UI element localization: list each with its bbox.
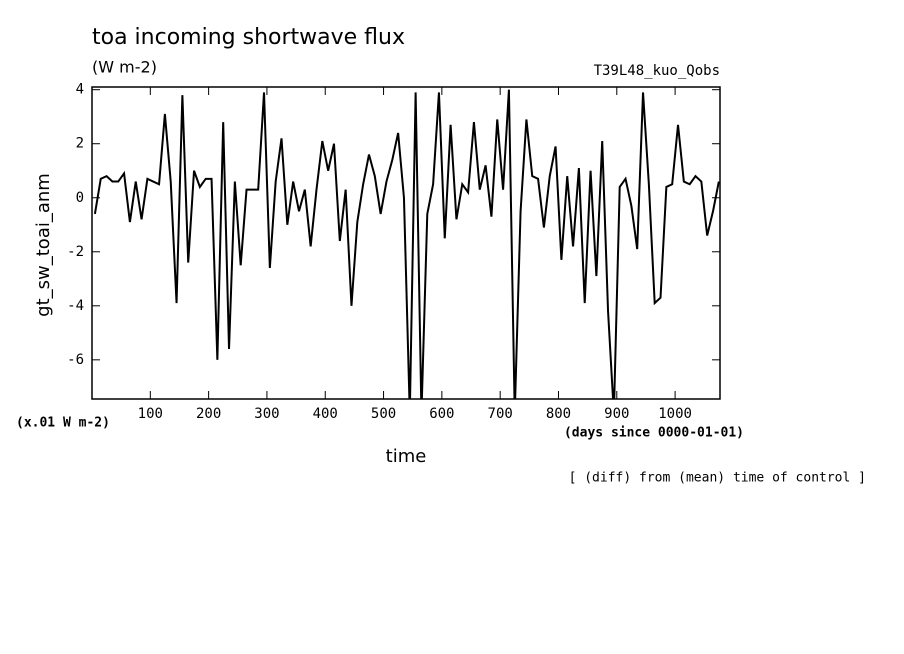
- y-tick-label: 0: [76, 190, 84, 206]
- note: [ (diff) from (mean) time of control ]: [569, 471, 866, 486]
- y-tick-label: -6: [67, 352, 84, 368]
- y-unit: (x.01 W m-2): [16, 416, 110, 431]
- x-tick-label: 600: [429, 406, 454, 422]
- x-tick-label: 900: [604, 406, 629, 422]
- x-tick-label: 700: [488, 406, 513, 422]
- x-tick-label: 200: [196, 406, 221, 422]
- x-tick-label: 500: [371, 406, 396, 422]
- y-tick-label: -2: [67, 244, 84, 260]
- y-axis-label: gt_sw_toai_anm: [33, 173, 54, 317]
- x-axis-label: time: [386, 446, 427, 467]
- x-tick-label: 100: [138, 406, 163, 422]
- run-label: T39L48_kuo_Qobs: [594, 63, 720, 79]
- chart-title: toa incoming shortwave flux: [92, 25, 405, 50]
- x-tick-label: 300: [254, 406, 279, 422]
- x-tick-label: 800: [546, 406, 571, 422]
- x-tick-label: 1000: [658, 406, 692, 422]
- y-tick-label: 2: [76, 136, 84, 152]
- x-tick-label: 400: [313, 406, 338, 422]
- y-tick-label: -4: [67, 298, 84, 314]
- x-unit: (days since 0000-01-01): [564, 426, 744, 441]
- subtitle: (W m-2): [92, 58, 157, 77]
- plot-frame: [91, 86, 721, 400]
- data-line: [93, 89, 720, 399]
- y-tick-label: 4: [76, 82, 84, 98]
